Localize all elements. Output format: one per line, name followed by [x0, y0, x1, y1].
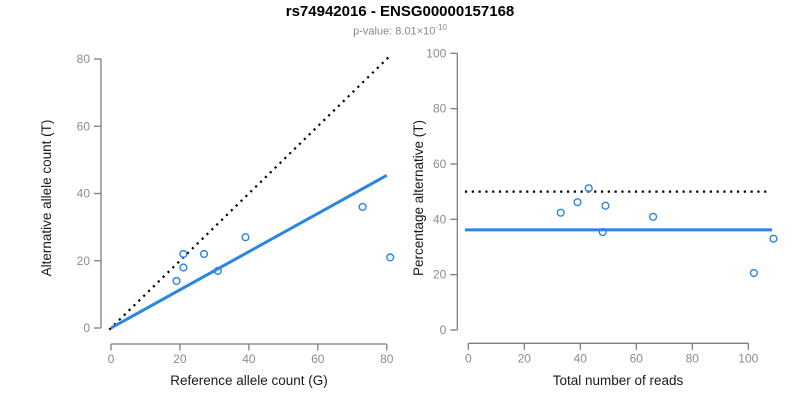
page-title: rs74942016 - ENSG00000157168: [285, 3, 515, 20]
x-tick-label: 0: [108, 352, 115, 366]
y-tick-label: 40: [77, 187, 91, 201]
data-point: [386, 253, 395, 262]
y-tick-label: 20: [77, 254, 91, 268]
data-point: [649, 212, 658, 221]
x-axis-title: Total number of reads: [553, 373, 684, 388]
data-point: [601, 201, 610, 210]
data-point: [769, 234, 778, 243]
y-tick-label: 40: [433, 212, 447, 226]
data-point: [199, 249, 209, 259]
allele-counts-scatter-plot: 0 20 40 60 80 0 20 40 60 80 Reference allele count…: [39, 52, 395, 388]
data-point: [179, 263, 188, 272]
percentage-vs-reads-scatter-plot: 0 20 40 60 80 100 0 20 40 60 80 100 Total number of …: [411, 46, 778, 388]
y-axis-title: Percentage alternative (T): [411, 120, 426, 276]
identity-line: [108, 54, 391, 331]
x-tick-label: 100: [738, 351, 758, 365]
y-axis-title: Alternative allele count (T): [39, 120, 54, 277]
y-tick-label: 60: [77, 119, 91, 133]
data-point: [598, 227, 607, 237]
pvalue-exponent: -10: [435, 23, 447, 32]
regression-line: [110, 174, 388, 330]
y-tick-label: 60: [433, 157, 447, 171]
data-point: [241, 233, 250, 242]
x-tick-label: 80: [686, 351, 700, 365]
pvalue-subtitle: p-value: 8.01×10-10: [0, 23, 800, 38]
y-tick-label: 0: [83, 321, 90, 335]
data-point: [179, 249, 188, 259]
data-point: [749, 268, 759, 278]
x-axis-title: Reference allele count (G): [170, 373, 328, 388]
x-tick-label: 40: [574, 351, 588, 365]
x-tick-label: 40: [242, 352, 256, 366]
data-point: [556, 208, 565, 217]
y-tick-label: 100: [426, 46, 446, 60]
data-point: [584, 184, 593, 193]
data-point: [358, 202, 367, 212]
x-tick-label: 20: [518, 351, 532, 365]
x-tick-label: 60: [630, 351, 644, 365]
x-tick-label: 0: [465, 351, 472, 365]
y-tick-label: 20: [433, 268, 447, 282]
x-tick-label: 20: [173, 352, 187, 366]
y-tick-label: 0: [440, 323, 447, 337]
y-tick-label: 80: [77, 52, 91, 66]
x-tick-label: 80: [380, 352, 394, 366]
data-point: [573, 198, 582, 207]
y-tick-label: 80: [433, 102, 447, 116]
data-point: [172, 276, 181, 286]
x-tick-label: 60: [311, 352, 325, 366]
pvalue-text: p-value: 8.01×10: [353, 25, 436, 38]
data-point: [213, 266, 222, 275]
